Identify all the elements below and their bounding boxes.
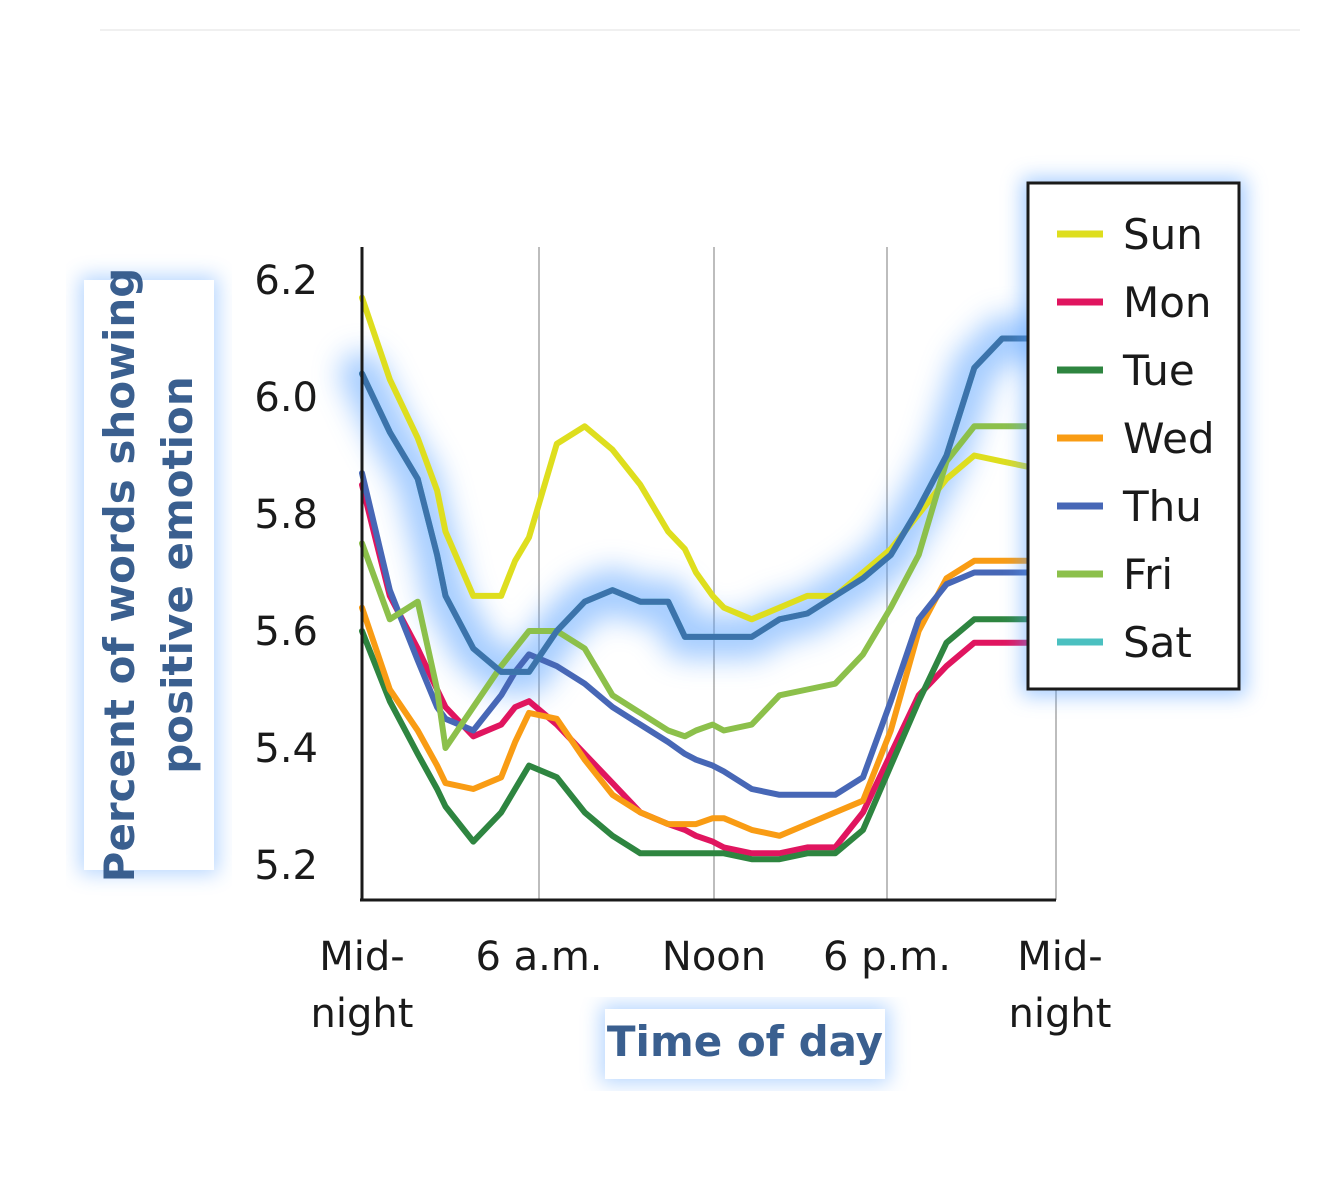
legend-label: Thu: [1122, 482, 1202, 531]
series-line-sat-emphasis: [359, 335, 1033, 675]
legend-item-sun: Sun: [1057, 210, 1203, 259]
legend-label: Tue: [1122, 346, 1195, 395]
series-line-mon: [359, 481, 1033, 857]
y-axis-title-line1: Percent of words showing: [95, 268, 144, 883]
series-line-wed: [359, 557, 1033, 839]
x-tick-label: 6 p.m.: [823, 934, 951, 980]
axes: [360, 247, 1056, 902]
legend-items: Sun Mon Tue Wed Thu Fri Sat: [1057, 210, 1215, 667]
legend-label: Sat: [1123, 618, 1192, 667]
legend: Sun Mon Tue Wed Thu Fri Sat: [1022, 178, 1246, 696]
legend-label: Wed: [1123, 414, 1215, 463]
x-tick-label: Noon: [662, 934, 766, 980]
legend-item-wed: Wed: [1057, 414, 1215, 463]
legend-item-thu: Thu: [1057, 482, 1202, 531]
series-line-fri: [359, 423, 1033, 751]
y-tick-label: 6.2: [254, 258, 318, 304]
legend-label: Mon: [1123, 278, 1212, 327]
series-line-tue: [359, 616, 1033, 863]
x-tick-line1: 6 a.m.: [475, 934, 602, 980]
legend-item-tue: Tue: [1057, 346, 1195, 395]
series-lines: [359, 294, 1033, 863]
x-tick-line1: Noon: [662, 934, 766, 980]
legend-label: Fri: [1123, 550, 1173, 599]
series-line-thu: [359, 470, 1033, 798]
legend-item-fri: Fri: [1057, 550, 1173, 599]
x-axis-title: Time of day: [601, 1005, 889, 1083]
y-axis-title-line2: positive emotion: [153, 376, 202, 774]
y-tick-label: 5.8: [254, 492, 318, 538]
legend-item-sat: Sat: [1057, 618, 1192, 667]
x-axis-title-text: Time of day: [607, 1017, 883, 1066]
legend-item-mon: Mon: [1057, 278, 1212, 327]
x-tick-line2: night: [1009, 991, 1112, 1037]
x-ticks: Mid-night 6 a.m. Noon 6 p.m. Mid-night: [311, 934, 1112, 1037]
x-tick-label: 6 a.m.: [475, 934, 602, 980]
x-tick-line1: 6 p.m.: [823, 934, 951, 980]
y-tick-label: 5.6: [254, 609, 318, 655]
legend-label: Sun: [1123, 210, 1203, 259]
y-tick-label: 6.0: [254, 375, 318, 421]
x-tick-line1: Mid-: [319, 934, 404, 980]
y-ticks: 5.2 5.4 5.6 5.8 6.0 6.2: [254, 258, 318, 889]
y-tick-label: 5.4: [254, 726, 318, 772]
x-tick-label: Mid-night: [311, 934, 414, 1037]
y-axis-title: Percent of words showing positive emotio…: [80, 268, 218, 883]
x-tick-line2: night: [311, 991, 414, 1037]
y-tick-label: 5.2: [254, 843, 318, 889]
x-tick-label: Mid-night: [1009, 934, 1112, 1037]
x-tick-line1: Mid-: [1017, 934, 1102, 980]
